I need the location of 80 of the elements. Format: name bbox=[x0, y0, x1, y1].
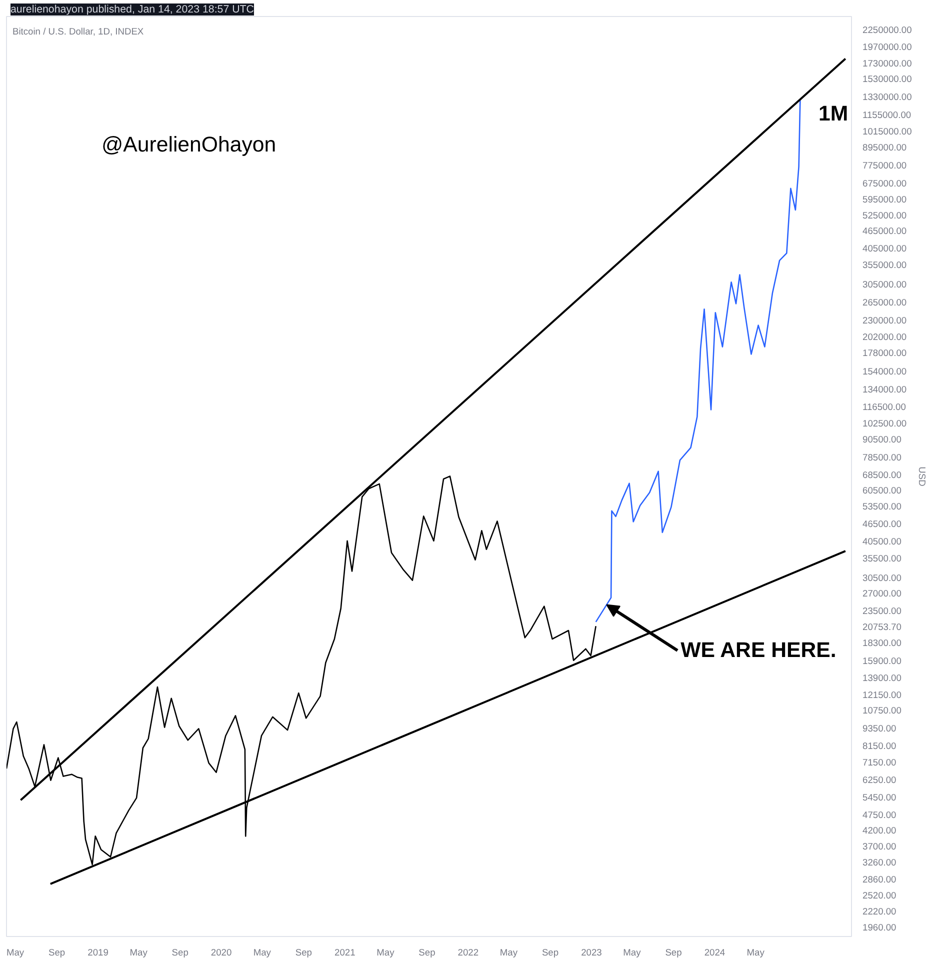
y-tick-label: 53500.00 bbox=[862, 501, 902, 512]
y-tick-label: 35500.00 bbox=[862, 554, 902, 564]
y-tick-label: 178000.00 bbox=[862, 348, 907, 358]
x-tick-label: May bbox=[500, 948, 518, 958]
x-tick-label: 2023 bbox=[581, 948, 602, 958]
x-tick-label: 2022 bbox=[458, 948, 479, 958]
x-tick-label: 2021 bbox=[334, 948, 356, 958]
x-tick-label: May bbox=[130, 948, 148, 958]
y-tick-label: 2220.00 bbox=[862, 906, 896, 917]
y-tick-label: 202000.00 bbox=[862, 332, 907, 342]
x-tick-label: Sep bbox=[665, 948, 682, 958]
y-tick-label: 8150.00 bbox=[862, 741, 896, 751]
x-tick-label: May bbox=[6, 948, 24, 958]
y-tick-label: 60500.00 bbox=[862, 486, 902, 496]
y-tick-label: 1730000.00 bbox=[862, 58, 912, 68]
y-tick-label: 3700.00 bbox=[862, 842, 896, 852]
annotation: 1M bbox=[818, 102, 848, 126]
y-tick-label: 265000.00 bbox=[862, 297, 907, 308]
y-tick-label: 9350.00 bbox=[862, 724, 896, 734]
y-tick-label: 1530000.00 bbox=[862, 74, 912, 84]
y-tick-label: 40500.00 bbox=[862, 536, 902, 547]
y-tick-label: 13900.00 bbox=[862, 672, 902, 683]
y-tick-label: 405000.00 bbox=[862, 243, 907, 254]
y-tick-label: 4200.00 bbox=[862, 825, 896, 836]
y-tick-label: 2250000.00 bbox=[862, 24, 912, 35]
x-tick-label: 2024 bbox=[704, 948, 726, 958]
y-tick-label: 2860.00 bbox=[862, 874, 896, 884]
y-tick-label: 78500.00 bbox=[862, 452, 902, 462]
y-tick-label: 15900.00 bbox=[862, 656, 902, 666]
y-tick-label: 895000.00 bbox=[862, 142, 907, 152]
y-tick-label: 465000.00 bbox=[862, 226, 907, 236]
y-tick-label: 68500.00 bbox=[862, 470, 902, 480]
y-axis-title: USD bbox=[916, 466, 927, 487]
y-tick-label: 30500.00 bbox=[862, 572, 902, 583]
y-tick-label: 12150.00 bbox=[862, 690, 902, 700]
x-tick-label: 2019 bbox=[88, 948, 108, 958]
y-tick-label: 102500.00 bbox=[862, 418, 907, 428]
y-tick-label: 2520.00 bbox=[862, 890, 896, 901]
x-tick-label: Sep bbox=[295, 948, 312, 958]
y-tick-label: 90500.00 bbox=[862, 434, 902, 444]
y-tick-label: 3260.00 bbox=[862, 858, 896, 868]
y-tick-label: 23500.00 bbox=[862, 606, 902, 616]
x-tick-label: May bbox=[623, 948, 642, 958]
y-tick-label: 1155000.00 bbox=[862, 110, 912, 120]
y-tick-label: 1970000.00 bbox=[862, 42, 912, 52]
x-tick-label: Sep bbox=[172, 948, 188, 958]
annotation: WE ARE HERE. bbox=[680, 638, 836, 662]
y-tick-label: 18300.00 bbox=[862, 638, 902, 648]
x-tick-label: May bbox=[376, 948, 395, 958]
y-tick-label: 7150.00 bbox=[862, 758, 896, 768]
y-tick-label: 4750.00 bbox=[862, 810, 896, 820]
text: Bitcoin / U.S. Dollar, 1D, INDEX bbox=[12, 26, 144, 36]
line-series bbox=[595, 100, 801, 623]
annotation: @AurelienOhayon bbox=[102, 132, 276, 156]
y-tick-label: 20753.70 bbox=[862, 622, 902, 632]
y-tick-label: 1960.00 bbox=[862, 922, 896, 933]
y-tick-label: 154000.00 bbox=[862, 366, 907, 377]
y-tick-label: 10750.00 bbox=[862, 706, 902, 716]
x-tick-label: May bbox=[746, 948, 765, 958]
x-tick-label: Sep bbox=[542, 948, 559, 958]
x-tick-label: 2020 bbox=[210, 948, 232, 958]
y-tick-label: 525000.00 bbox=[862, 210, 907, 220]
y-tick-label: 1015000.00 bbox=[862, 126, 912, 136]
x-tick-label: Sep bbox=[418, 948, 436, 958]
y-tick-label: 1330000.00 bbox=[862, 92, 912, 102]
x-tick-label: Sep bbox=[48, 948, 66, 958]
y-tick-label: 27000.00 bbox=[862, 588, 902, 598]
y-tick-label: 5450.00 bbox=[862, 792, 896, 802]
y-tick-label: 230000.00 bbox=[862, 315, 907, 326]
y-tick-label: 116500.00 bbox=[862, 402, 906, 412]
x-tick-label: May bbox=[253, 948, 272, 958]
y-tick-label: 6250.00 bbox=[862, 774, 896, 785]
y-tick-label: 675000.00 bbox=[862, 178, 907, 188]
y-tick-label: 46500.00 bbox=[862, 519, 902, 530]
y-tick-label: 134000.00 bbox=[862, 384, 907, 394]
y-tick-label: 775000.00 bbox=[862, 160, 907, 171]
y-tick-label: 305000.00 bbox=[862, 280, 907, 290]
y-tick-label: 355000.00 bbox=[862, 260, 907, 270]
text: aurelienohayon published, Jan 14, 2023 18:57 UTC bbox=[10, 4, 254, 16]
y-tick-label: 595000.00 bbox=[862, 194, 907, 204]
